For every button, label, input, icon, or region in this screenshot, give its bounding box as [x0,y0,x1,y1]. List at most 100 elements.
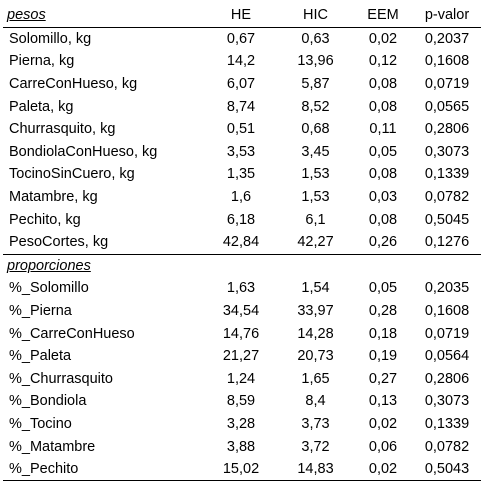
row-label: Matambre, kg [9,189,98,206]
value-hic: 8,52 [301,98,330,115]
value-he: 15,02 [204,457,278,482]
value-p-valor: 0,0564 [424,348,470,365]
value-hic: 13,96 [297,53,334,70]
table-row: %_Paleta 21,27 20,73 0,19 0,0564 [3,345,481,368]
value-p-valor: 0,1339 [424,415,470,432]
section-label-pesos: pesos [3,4,204,28]
row-label: %_Churrasquito [9,370,113,387]
row-label: %_Tocino [9,415,72,432]
row-label: %_Pechito [3,457,204,482]
value-he: 8,59 [226,393,256,410]
table-row: %_Matambre 3,88 3,72 0,06 0,0782 [3,435,481,458]
section-row-proporciones: proporciones [3,254,481,277]
value-hic: 33,97 [297,303,334,320]
value-eem: 0,13 [368,393,398,410]
value-he: 1,24 [226,370,256,387]
empty-cell [204,254,278,277]
value-p-valor: 0,1608 [424,303,470,320]
table-row: TocinoSinCuero, kg 1,35 1,53 0,08 0,1339 [3,163,481,186]
value-he: 0,51 [226,121,256,138]
value-p-valor: 0,3073 [424,143,470,160]
value-hic: 1,53 [301,189,330,206]
value-he: 14,2 [226,53,256,70]
column-header-hic: HIC [278,4,353,28]
value-eem: 0,27 [368,370,398,387]
value-he: 6,07 [226,76,256,93]
value-eem: 0,05 [368,280,398,297]
table-row: %_Bondiola 8,59 8,4 0,13 0,3073 [3,390,481,413]
value-eem: 0,28 [368,303,398,320]
table-row: %_Solomillo 1,63 1,54 0,05 0,2035 [3,277,481,300]
value-p-valor: 0,2037 [424,30,470,47]
row-label: BondiolaConHueso, kg [9,143,158,160]
empty-cell [278,254,353,277]
value-hic: 3,45 [301,143,330,160]
value-p-valor: 0,5043 [413,457,481,482]
empty-cell [353,254,413,277]
value-eem: 0,08 [368,211,398,228]
value-he: 1,6 [230,189,252,206]
value-p-valor: 0,5045 [424,211,470,228]
table-row: BondiolaConHueso, kg 3,53 3,45 0,05 0,3073 [3,141,481,164]
value-he: 21,27 [222,348,260,365]
row-label: Paleta, kg [9,98,74,115]
value-p-valor: 0,0782 [424,438,470,455]
table-row: %_Pierna 34,54 33,97 0,28 0,1608 [3,300,481,323]
value-he: 34,54 [222,303,260,320]
value-p-valor: 0,0719 [424,325,470,342]
value-he: 42,84 [204,230,278,255]
row-label: %_Bondiola [9,393,87,410]
value-p-valor: 0,1276 [413,230,481,255]
row-label: TocinoSinCuero, kg [9,166,135,183]
weights-section: Solomillo, kg 0,67 0,63 0,02 0,2037 Pierna, k… [3,27,481,255]
table-row: Churrasquito, kg 0,51 0,68 0,11 0,2806 [3,118,481,141]
row-label: Pechito, kg [9,211,81,228]
table-row: Matambre, kg 1,6 1,53 0,03 0,0782 [3,186,481,209]
value-he: 3,88 [226,438,256,455]
value-hic: 1,53 [301,166,330,183]
row-label: %_Solomillo [9,280,89,297]
row-label: Solomillo, kg [9,30,92,47]
value-he: 3,28 [226,415,256,432]
value-eem: 0,12 [368,53,398,70]
value-p-valor: 0,2806 [424,121,470,138]
row-label: %_Paleta [9,348,72,365]
value-eem: 0,19 [368,348,398,365]
proportions-heading: proporciones [3,254,481,277]
value-eem: 0,11 [369,121,397,138]
table-row: %_Churrasquito 1,24 1,65 0,27 0,2806 [3,368,481,391]
value-eem: 0,08 [368,98,398,115]
table-row: PesoCortes, kg 42,84 42,27 0,26 0,1276 [3,230,481,255]
value-he: 8,74 [226,98,256,115]
value-eem: 0,03 [368,189,398,206]
table-row: Solomillo, kg 0,67 0,63 0,02 0,2037 [3,27,481,50]
value-p-valor: 0,0719 [424,76,470,93]
value-hic: 5,87 [301,76,330,93]
row-label: Churrasquito, kg [9,121,116,138]
value-p-valor: 0,1339 [424,166,470,183]
row-label: Pierna, kg [9,53,75,70]
value-he: 3,53 [226,143,256,160]
row-label: %_Pierna [9,303,72,320]
value-hic: 20,73 [297,348,334,365]
value-eem: 0,26 [353,230,413,255]
table-row: Paleta, kg 8,74 8,52 0,08 0,0565 [3,95,481,118]
value-p-valor: 0,2806 [424,370,470,387]
value-he: 1,35 [226,166,256,183]
column-header-he: HE [204,4,278,28]
proportions-section: %_Solomillo 1,63 1,54 0,05 0,2035 %_Pierna 34,… [3,277,481,482]
column-header-eem: EEM [353,4,413,28]
value-hic: 1,65 [301,370,330,387]
table-row: Pierna, kg 14,2 13,96 0,12 0,1608 [3,50,481,73]
value-eem: 0,02 [368,30,398,47]
value-hic: 14,28 [297,325,334,342]
table-row: %_Tocino 3,28 3,73 0,02 0,1339 [3,413,481,436]
value-eem: 0,05 [368,143,398,160]
table-row: Pechito, kg 6,18 6,1 0,08 0,5045 [3,208,481,231]
value-hic: 3,72 [301,438,330,455]
section-label-proporciones: proporciones [7,257,91,274]
value-p-valor: 0,3073 [424,393,470,410]
value-p-valor: 0,0565 [424,98,470,115]
table-row: %_CarreConHueso 14,76 14,28 0,18 0,0719 [3,322,481,345]
